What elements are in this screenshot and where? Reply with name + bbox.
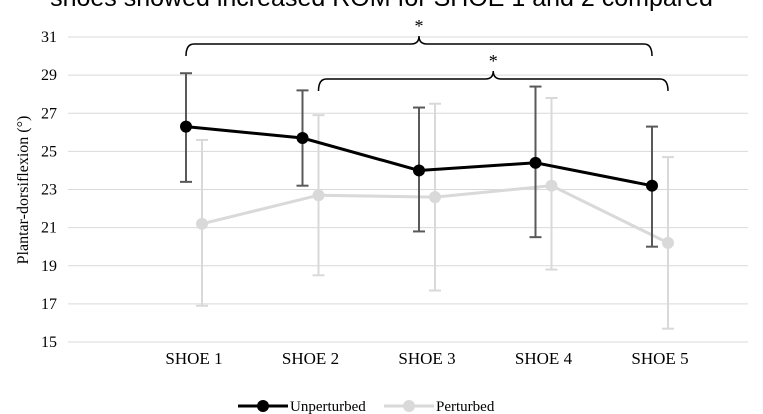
y-tick-label: 15 — [41, 334, 57, 351]
y-axis-label: Plantar-dorsiflexion (°) — [15, 116, 32, 265]
y-tick-label: 23 — [41, 182, 57, 199]
x-category-labels: SHOE 1 SHOE 2 SHOE 3 SHOE 4 SHOE 5 — [165, 349, 688, 368]
figure-caption: shoes showed increased ROM for SHOE 1 an… — [0, 0, 763, 13]
significance-star: * — [489, 51, 498, 71]
x-category-label: SHOE 1 — [165, 349, 222, 368]
legend-marker — [403, 400, 415, 412]
data-point — [196, 217, 208, 230]
y-tick-label: 27 — [41, 105, 57, 122]
y-tick-label: 19 — [41, 258, 57, 275]
data-point — [296, 132, 309, 145]
y-tick-label: 31 — [41, 29, 57, 46]
data-point — [662, 236, 674, 249]
significance-bracket — [185, 35, 653, 57]
significance-bracket — [317, 70, 669, 92]
legend-label-perturbed: Perturbed — [436, 399, 495, 414]
data-point — [180, 120, 192, 133]
significance-star: * — [415, 16, 424, 36]
y-tick-label: 29 — [41, 67, 57, 84]
data-point — [545, 179, 558, 192]
data-point — [429, 191, 441, 204]
y-tick-labels: 15 17 19 21 23 25 27 29 31 — [41, 29, 57, 351]
legend: Unperturbed Perturbed — [238, 399, 495, 414]
data-point — [413, 164, 425, 177]
data-point — [646, 179, 658, 192]
legend-label-unperturbed: Unperturbed — [290, 399, 366, 414]
significance-brackets: ** — [185, 16, 669, 92]
y-tick-label: 17 — [41, 296, 57, 313]
data-point — [312, 189, 325, 202]
x-category-label: SHOE 5 — [631, 349, 688, 368]
data-point — [529, 156, 542, 169]
series-perturbed — [196, 97, 674, 330]
y-tick-label: 25 — [41, 143, 57, 160]
x-category-label: SHOE 4 — [515, 349, 573, 368]
series-layer — [180, 72, 674, 330]
y-tick-label: 21 — [41, 220, 57, 237]
x-category-label: SHOE 2 — [282, 349, 339, 368]
grid-lines — [68, 36, 748, 343]
x-category-label: SHOE 3 — [398, 349, 455, 368]
series-unperturbed — [180, 72, 658, 248]
legend-marker — [257, 400, 269, 412]
